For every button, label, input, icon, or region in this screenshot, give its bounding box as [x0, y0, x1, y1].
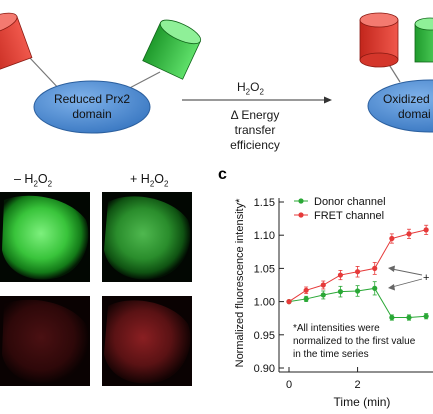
reduced-domain-line2: domain: [72, 107, 111, 121]
data-point: [337, 272, 344, 278]
oxidized-domain-line1: Oxidized P: [383, 92, 433, 106]
data-point: [354, 269, 361, 275]
plus-oxidant-label: + H2O2: [130, 172, 169, 189]
fret-scheme-diagram: Reduced Prx2 domain Oxidized P domai: [0, 12, 433, 134]
data-point: [303, 296, 309, 302]
reduced-domain-line1: Reduced Prx2: [54, 92, 130, 106]
data-point: [423, 313, 429, 319]
data-point: [320, 292, 326, 298]
y-tick-label: 1.15: [254, 197, 275, 209]
y-tick-label: 1.05: [254, 263, 275, 275]
energy-transfer-label: Δ Energy transfer efficiency: [230, 108, 280, 152]
data-point: [406, 231, 412, 237]
panel-c-letter: c: [218, 166, 227, 183]
y-tick-label: 1.00: [254, 297, 275, 309]
normalization-note: *All intensities were normalized to the …: [293, 323, 416, 360]
data-point: [389, 235, 395, 242]
data-point: [372, 265, 378, 271]
data-point: [372, 285, 378, 291]
oxidized-prx2-domain: [367, 79, 433, 133]
y-axis-label: Normalized fluorescence intensity*: [234, 198, 246, 367]
legend-fret-label-marker: [298, 212, 304, 218]
chart-legend: Donor channel FRET channel: [294, 196, 386, 222]
data-point: [286, 299, 292, 305]
data-point: [354, 288, 361, 294]
legend-fret-label: FRET channel: [314, 210, 384, 222]
data-point: [303, 287, 309, 293]
oxidized-domain-line2: domai: [398, 107, 431, 121]
acceptor-fluorophore-left: [0, 12, 33, 74]
acceptor-fluorophore-right: [359, 12, 399, 68]
donor-fluorophore-right: [414, 17, 433, 63]
change-annotation: +: [388, 265, 429, 291]
data-point: [337, 289, 344, 295]
data-point: [389, 314, 395, 321]
annotation-plus: +: [423, 272, 429, 284]
y-tick-label: 0.95: [254, 330, 275, 342]
x-tick-label: 0: [286, 379, 292, 391]
minus-oxidant-label: – H2O2: [14, 172, 53, 189]
donor-fluorophore-left: [142, 19, 202, 80]
legend-donor-label: Donor channel: [314, 196, 386, 208]
data-point: [320, 282, 326, 288]
y-tick-label: 0.90: [254, 363, 275, 375]
x-tick-label: 2: [355, 379, 361, 391]
data-point: [406, 314, 412, 321]
reduced-prx2-domain: [33, 80, 151, 134]
microscopy-images: [0, 192, 192, 386]
legend-donor-marker: [298, 198, 304, 204]
x-axis-label: Time (min): [334, 395, 391, 409]
oxidant-label: H2O2: [237, 80, 264, 97]
y-tick-label: 1.10: [254, 230, 275, 242]
data-point: [423, 227, 429, 233]
